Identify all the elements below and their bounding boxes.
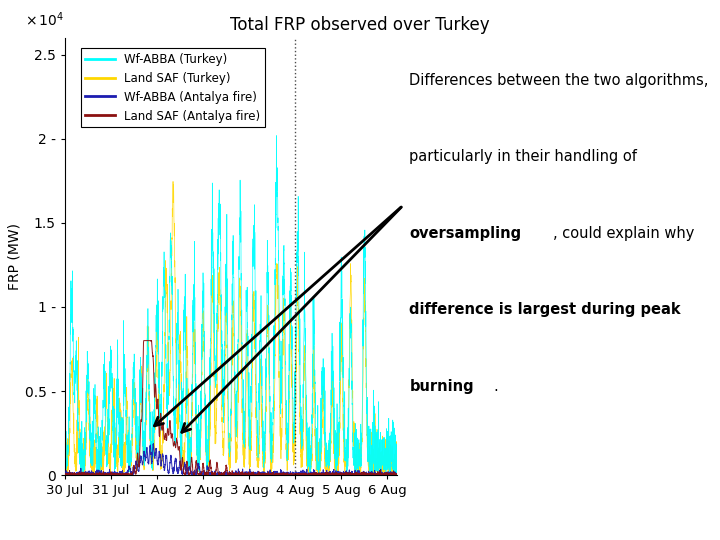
Text: Total FRP observed over Turkey: Total FRP observed over Turkey: [230, 16, 490, 34]
Legend: Wf-ABBA (Turkey), Land SAF (Turkey), Wf-ABBA (Antalya fire), Land SAF (Antalya f: Wf-ABBA (Turkey), Land SAF (Turkey), Wf-…: [81, 48, 265, 127]
Text: difference is largest during peak: difference is largest during peak: [410, 302, 681, 318]
Text: burning: burning: [410, 379, 474, 394]
Text: particularly in their handling of: particularly in their handling of: [410, 150, 642, 164]
Text: , could explain why: , could explain why: [554, 226, 700, 241]
Text: .: .: [493, 379, 498, 394]
Text: oversampling: oversampling: [410, 226, 521, 241]
Text: $\times\,10^4$: $\times\,10^4$: [25, 10, 64, 29]
Y-axis label: FRP (MW): FRP (MW): [8, 223, 22, 290]
Text: Differences between the two algorithms,: Differences between the two algorithms,: [410, 73, 708, 88]
